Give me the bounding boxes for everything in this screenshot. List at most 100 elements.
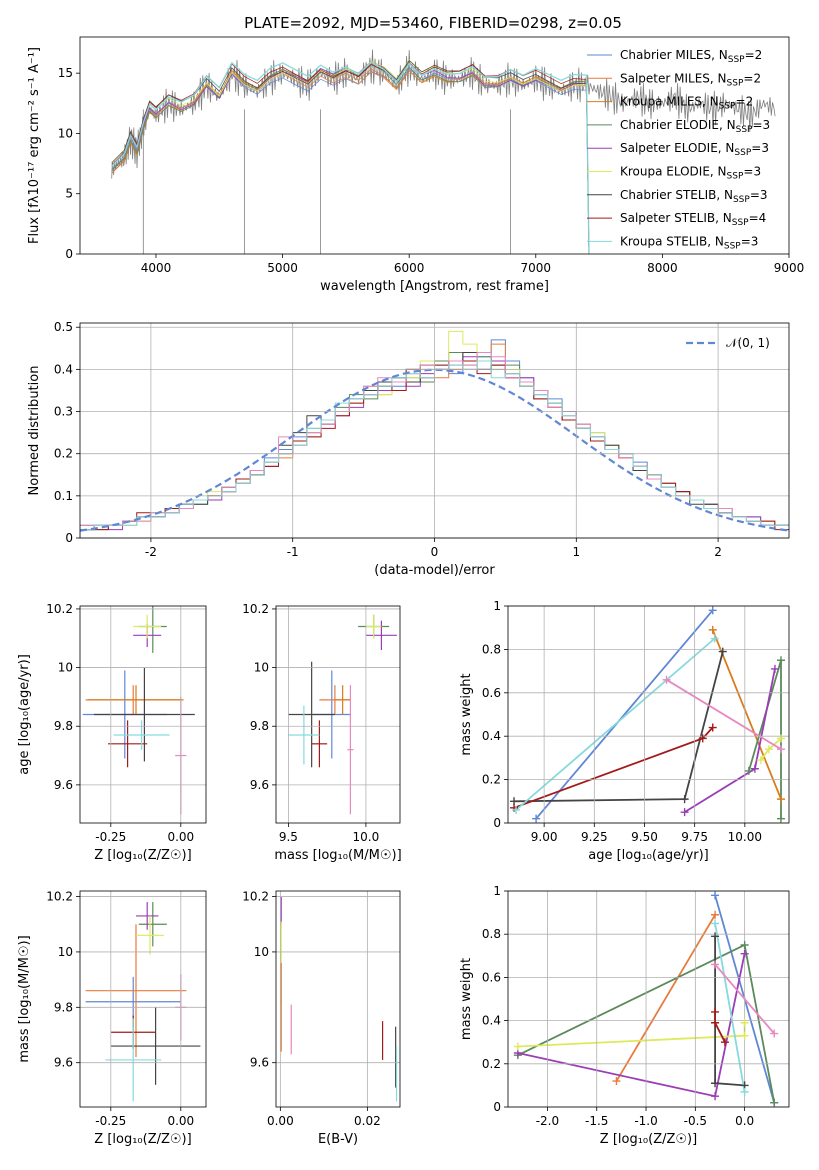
weight-marker <box>532 814 541 823</box>
x-tick-label: 9.5 <box>279 830 298 844</box>
y-tick-label: 10.2 <box>242 602 269 616</box>
x-axis-label: Z [log₁₀(Z/Z☉)] <box>94 848 191 863</box>
legend-label: Kroupa ELODIE, NSSP=3 <box>620 165 761 182</box>
x-tick-label: -0.5 <box>684 1114 707 1128</box>
x-tick-label: 7000 <box>521 261 552 275</box>
axes-frame <box>79 605 207 824</box>
weight-marker <box>513 1042 522 1051</box>
chart-mass_vs_Z: -0.25 0.00 9.6 9.8 10 10.2 Z [log₁₀(Z/Z☉)] mass… <box>17 890 207 1147</box>
x-tick-label: 0.00 <box>167 1114 194 1128</box>
weight-marker <box>711 1079 720 1088</box>
y-axis-label: mass weight <box>459 958 474 1040</box>
weight-marker <box>740 949 749 958</box>
x-tick-label: 5000 <box>267 261 298 275</box>
weight-marker <box>662 675 671 684</box>
weight-line-3 <box>517 953 746 1098</box>
model-line-0 <box>111 68 590 254</box>
x-axis-label: (data-model)/error <box>374 563 495 578</box>
weight-marker <box>512 805 521 814</box>
y-tick-label: 0.3 <box>54 405 73 419</box>
weight-marker <box>776 656 785 665</box>
model-line-8 <box>111 61 590 254</box>
y-axis-label: Normed distribution <box>27 366 42 496</box>
y-tick-label: 0.4 <box>482 1014 501 1028</box>
x-tick-label: -1.5 <box>585 1114 608 1128</box>
y-axis-label: mass weight <box>459 673 474 755</box>
x-tick-label: 9000 <box>774 261 805 275</box>
x-tick-label: 8000 <box>647 261 678 275</box>
y-tick-label: 0 <box>65 247 73 261</box>
y-tick-label: 10.2 <box>46 890 73 904</box>
legend-label: Chabrier MILES, NSSP=2 <box>620 48 762 65</box>
y-tick-label: 0.4 <box>54 362 73 376</box>
legend-label: Kroupa STELIB, NSSP=3 <box>620 234 758 251</box>
weight-marker <box>756 756 765 765</box>
y-tick-label: 1 <box>493 599 501 613</box>
chart-age_vs_mass: 9.5 10.0 9.6 9.8 10 10.2 mass [log₁₀(M/M☉)] <box>242 602 401 863</box>
legend-label: Salpeter STELIB, NSSP=4 <box>620 211 766 228</box>
y-tick-label: 9.6 <box>250 1056 269 1070</box>
x-axis-label: mass [log₁₀(M/M☉)] <box>274 848 401 863</box>
y-tick-label: 0 <box>493 1100 501 1114</box>
x-axis-label: age [log₁₀(age/yr)] <box>588 848 709 863</box>
x-tick-label: 0 <box>431 545 439 559</box>
weight-marker <box>770 1029 779 1038</box>
y-tick-label: 9.8 <box>54 719 73 733</box>
y-tick-label: 0.8 <box>482 927 501 941</box>
y-tick-label: 9.8 <box>54 1000 73 1014</box>
chart-age_vs_Z: -0.25 0.00 9.6 9.8 10 10.2 Z [log₁₀(Z/Z☉)] age … <box>17 602 207 863</box>
x-tick-label: 0.02 <box>354 1114 381 1128</box>
axes-frame <box>79 890 207 1108</box>
axes-frame <box>275 605 401 824</box>
y-tick-label: 10 <box>254 661 269 675</box>
weight-marker <box>708 723 717 732</box>
x-tick-label: -1.0 <box>634 1114 657 1128</box>
chart-residuals: -2 -1 0 1 2 0 0.1 0.2 0.3 0.4 0.5 (data-model)/erro… <box>27 320 790 578</box>
y-tick-label: 0.2 <box>54 447 73 461</box>
y-tick-label: 9.6 <box>54 1056 73 1070</box>
weight-marker <box>612 1077 621 1086</box>
x-tick-label: 1 <box>572 545 580 559</box>
x-tick-label: 10.0 <box>353 830 380 844</box>
weight-marker <box>776 795 785 804</box>
weight-marker <box>776 745 785 754</box>
weight-marker <box>720 1038 729 1047</box>
weight-marker <box>740 941 749 949</box>
axes-frame <box>79 36 790 255</box>
axes-frame <box>507 890 790 1108</box>
weight-marker <box>740 1031 749 1040</box>
y-tick-label: 9.8 <box>250 719 269 733</box>
plot-area <box>513 609 782 820</box>
y-tick-label: 10 <box>58 945 73 959</box>
weight-marker <box>711 1092 720 1101</box>
y-tick-label: 15 <box>58 66 73 80</box>
weight-marker <box>744 766 753 775</box>
y-tick-label: 0.6 <box>482 970 501 984</box>
y-tick-label: 0.5 <box>54 320 73 334</box>
weight-marker <box>711 1018 720 1027</box>
weight-marker <box>764 745 773 754</box>
x-tick-label: 0.00 <box>267 1114 294 1128</box>
x-tick-label: 0.00 <box>167 830 194 844</box>
axes-frame <box>79 322 790 539</box>
weight-marker <box>680 808 689 817</box>
y-tick-label: 1 <box>493 884 501 898</box>
x-axis-label: wavelength [Angstrom, rest frame] <box>320 279 549 294</box>
weight-marker <box>740 1018 749 1027</box>
y-tick-label: 0 <box>65 531 73 545</box>
model-line-5 <box>111 59 590 254</box>
plot-area <box>111 49 776 254</box>
weight-marker <box>718 647 727 656</box>
chart-mass_vs_ebv: 0.00 0.02 9.6 10 10.2 E(B-V) <box>242 890 401 1147</box>
y-tick-label: 0.2 <box>482 773 501 787</box>
y-axis-label: age [log₁₀(age/yr)] <box>17 654 32 775</box>
x-tick-label: 10.00 <box>728 830 762 844</box>
y-tick-label: 10.2 <box>242 890 269 904</box>
plot-area <box>280 896 398 1102</box>
y-tick-label: 10 <box>58 661 73 675</box>
y-tick-label: 0.8 <box>482 642 501 656</box>
weight-marker <box>711 932 720 941</box>
weight-marker <box>698 734 707 743</box>
x-tick-label: 9.25 <box>581 830 608 844</box>
weight-marker <box>770 664 779 673</box>
